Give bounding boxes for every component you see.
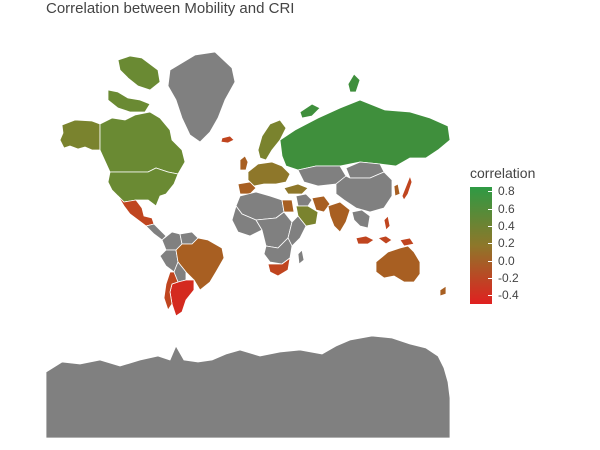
region[interactable] [220, 135, 235, 144]
region[interactable] [99, 111, 186, 175]
legend-tick-label: 0.2 [498, 236, 515, 251]
legend-tick-label: -0.2 [498, 271, 519, 285]
legend-tick-mark [488, 295, 492, 297]
region[interactable] [145, 223, 167, 241]
region[interactable] [107, 89, 151, 113]
chart-title: Correlation between Mobility and CRI [46, 0, 295, 17]
region[interactable] [163, 271, 179, 311]
region[interactable] [283, 183, 309, 195]
region[interactable] [247, 161, 291, 187]
legend-tick-mark [488, 191, 492, 193]
region[interactable] [393, 183, 401, 197]
legend-title: correlation [470, 165, 536, 181]
region[interactable] [295, 193, 313, 207]
legend-tick-mark [488, 278, 492, 279]
region[interactable] [347, 73, 361, 93]
legend-tick-mark [488, 243, 492, 245]
legend-tick-label: 0.6 [498, 201, 515, 216]
region[interactable] [311, 195, 331, 213]
region[interactable] [399, 237, 415, 247]
legend-tick-mark [488, 208, 492, 210]
region[interactable] [169, 279, 195, 317]
region[interactable] [351, 209, 371, 229]
region[interactable] [167, 51, 236, 143]
region[interactable] [267, 257, 291, 277]
region[interactable] [117, 55, 161, 91]
region[interactable] [401, 175, 413, 201]
region[interactable] [231, 205, 263, 237]
legend-tick-label: 0.4 [498, 219, 515, 233]
region[interactable] [237, 181, 257, 195]
region[interactable] [59, 119, 101, 151]
region[interactable] [257, 119, 287, 161]
legend-tick-label: 0.0 [498, 253, 515, 268]
region[interactable] [335, 171, 393, 213]
region[interactable] [107, 167, 179, 207]
legend-tick-mark [488, 260, 492, 262]
region[interactable] [327, 201, 351, 233]
region[interactable] [281, 199, 295, 213]
region[interactable] [45, 335, 451, 439]
region[interactable] [375, 245, 421, 283]
legend-tick-label: 0.8 [498, 184, 515, 199]
region[interactable] [297, 249, 305, 265]
legend-tick-label: -0.4 [498, 288, 519, 303]
region[interactable] [439, 285, 447, 297]
region[interactable] [299, 103, 321, 119]
region[interactable] [355, 235, 375, 245]
region[interactable] [377, 235, 393, 245]
region[interactable] [117, 195, 155, 227]
region[interactable] [383, 215, 391, 231]
legend-tick-mark [488, 226, 492, 227]
region[interactable] [239, 155, 249, 171]
legend-color-bar [470, 187, 492, 304]
